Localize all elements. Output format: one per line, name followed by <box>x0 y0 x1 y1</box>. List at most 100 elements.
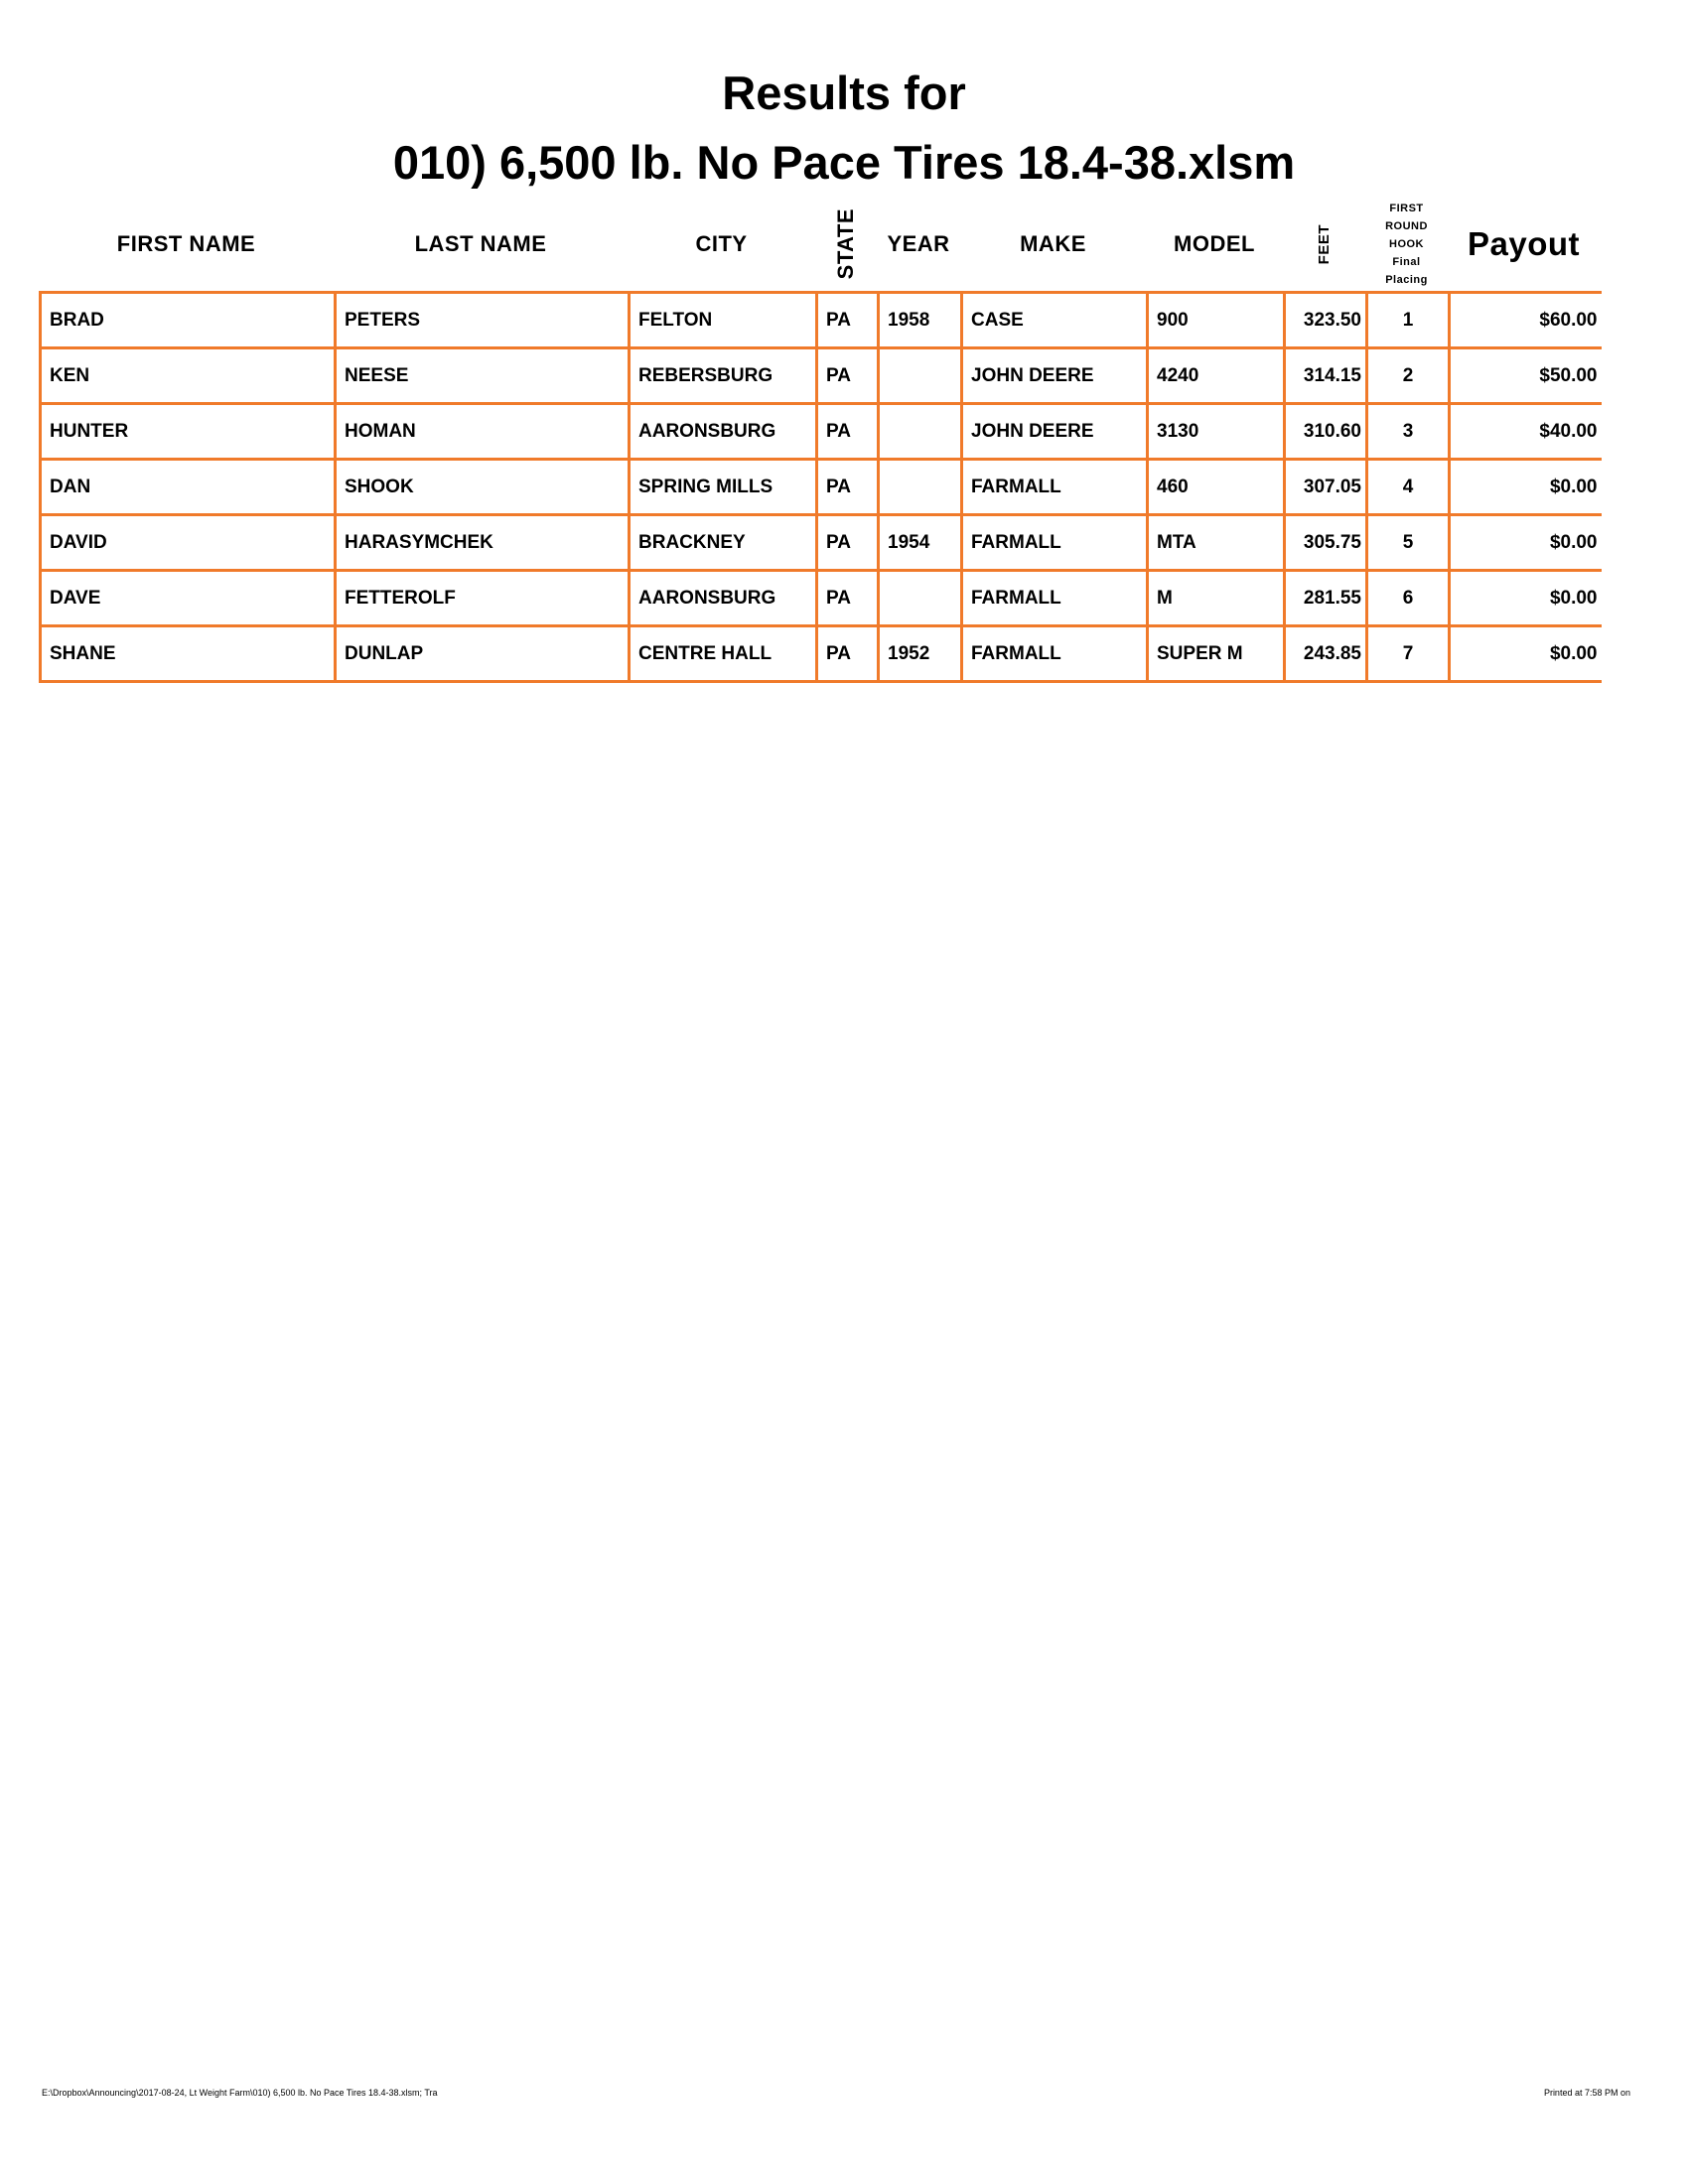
cell-state: PA <box>815 625 880 683</box>
cell-year <box>877 459 963 516</box>
cell-feet: 305.75 <box>1283 514 1368 572</box>
header-feet-text: FEET <box>1316 223 1333 265</box>
header-state-text: STATE <box>833 208 858 280</box>
cell-state: PA <box>815 347 880 405</box>
cell-feet: 243.85 <box>1283 625 1368 683</box>
cell-payout: $0.00 <box>1448 570 1602 627</box>
cell-city: SPRING MILLS <box>628 459 818 516</box>
cell-model: 460 <box>1146 459 1286 516</box>
cell-placing: 7 <box>1365 625 1451 683</box>
cell-city: AARONSBURG <box>628 570 818 627</box>
hook-line: ROUND <box>1385 220 1428 232</box>
table-row: KEN NEESE REBERSBURG PA JOHN DEERE 4240 314.15… <box>39 347 1602 405</box>
cell-last-name: HOMAN <box>334 403 631 461</box>
cell-placing: 3 <box>1365 403 1451 461</box>
cell-placing: 6 <box>1365 570 1451 627</box>
cell-payout: $0.00 <box>1448 514 1602 572</box>
cell-year: 1952 <box>877 625 963 683</box>
cell-feet: 307.05 <box>1283 459 1368 516</box>
cell-model: 3130 <box>1146 403 1286 461</box>
header-state: STATE <box>815 199 877 290</box>
cell-last-name: PETERS <box>334 291 631 349</box>
table-row: SHANE DUNLAP CENTRE HALL PA 1952 FARMALL SUPER… <box>39 625 1602 683</box>
cell-first-name: KEN <box>39 347 337 405</box>
cell-model: 900 <box>1146 291 1286 349</box>
table-row: HUNTER HOMAN AARONSBURG PA JOHN DEERE 3130 310… <box>39 403 1602 461</box>
footer-file-path: E:\Dropbox\Announcing\2017-08-24, Lt Wei… <box>42 2088 438 2098</box>
cell-first-name: DAN <box>39 459 337 516</box>
cell-state: PA <box>815 570 880 627</box>
cell-make: FARMALL <box>960 625 1149 683</box>
hook-line: Placing <box>1385 274 1428 286</box>
cell-city: AARONSBURG <box>628 403 818 461</box>
cell-last-name: FETTEROLF <box>334 570 631 627</box>
cell-payout: $50.00 <box>1448 347 1602 405</box>
cell-state: PA <box>815 514 880 572</box>
header-feet: FEET <box>1283 199 1365 290</box>
cell-make: CASE <box>960 291 1149 349</box>
cell-year <box>877 347 963 405</box>
cell-make: FARMALL <box>960 570 1149 627</box>
cell-year: 1958 <box>877 291 963 349</box>
hook-line: Final <box>1392 256 1421 268</box>
cell-state: PA <box>815 291 880 349</box>
cell-model: 4240 <box>1146 347 1286 405</box>
cell-last-name: DUNLAP <box>334 625 631 683</box>
cell-make: JOHN DEERE <box>960 347 1149 405</box>
header-payout: Payout <box>1467 225 1581 262</box>
cell-year <box>877 570 963 627</box>
cell-first-name: HUNTER <box>39 403 337 461</box>
cell-make: FARMALL <box>960 514 1149 572</box>
cell-make: FARMALL <box>960 459 1149 516</box>
cell-model: M <box>1146 570 1286 627</box>
cell-state: PA <box>815 403 880 461</box>
cell-model: SUPER M <box>1146 625 1286 683</box>
cell-first-name: SHANE <box>39 625 337 683</box>
header-year: YEAR <box>887 231 950 256</box>
cell-state: PA <box>815 459 880 516</box>
cell-feet: 323.50 <box>1283 291 1368 349</box>
cell-placing: 5 <box>1365 514 1451 572</box>
cell-placing: 2 <box>1365 347 1451 405</box>
header-last-name: LAST NAME <box>414 231 547 256</box>
cell-feet: 310.60 <box>1283 403 1368 461</box>
cell-feet: 314.15 <box>1283 347 1368 405</box>
cell-first-name: DAVID <box>39 514 337 572</box>
cell-last-name: HARASYMCHEK <box>334 514 631 572</box>
hook-line: HOOK <box>1389 238 1424 250</box>
cell-placing: 4 <box>1365 459 1451 516</box>
header-hook-placing: FIRST ROUND HOOK Final Placing <box>1365 199 1448 290</box>
cell-first-name: DAVE <box>39 570 337 627</box>
cell-last-name: NEESE <box>334 347 631 405</box>
cell-first-name: BRAD <box>39 291 337 349</box>
cell-city: FELTON <box>628 291 818 349</box>
hook-line: FIRST <box>1389 203 1424 214</box>
cell-make: JOHN DEERE <box>960 403 1149 461</box>
cell-year: 1954 <box>877 514 963 572</box>
table-row: BRAD PETERS FELTON PA 1958 CASE 900 323.50 1 $60.… <box>39 291 1602 349</box>
cell-feet: 281.55 <box>1283 570 1368 627</box>
cell-model: MTA <box>1146 514 1286 572</box>
cell-last-name: SHOOK <box>334 459 631 516</box>
title-line-1: Results for <box>722 67 966 119</box>
cell-payout: $60.00 <box>1448 291 1602 349</box>
cell-city: REBERSBURG <box>628 347 818 405</box>
header-city: CITY <box>695 231 748 256</box>
table-row: DAN SHOOK SPRING MILLS PA FARMALL 460 307.05 4 $… <box>39 459 1602 516</box>
header-make: MAKE <box>1020 231 1086 256</box>
table-row: DAVE FETTEROLF AARONSBURG PA FARMALL M 281.55 6… <box>39 570 1602 627</box>
footer-printed-at: Printed at 7:58 PM on <box>1543 2088 1630 2098</box>
title-line-2: 010) 6,500 lb. No Pace Tires 18.4-38.xls… <box>392 136 1296 189</box>
cell-payout: $0.00 <box>1448 625 1602 683</box>
cell-payout: $40.00 <box>1448 403 1602 461</box>
cell-placing: 1 <box>1365 291 1451 349</box>
cell-city: CENTRE HALL <box>628 625 818 683</box>
cell-payout: $0.00 <box>1448 459 1602 516</box>
cell-year <box>877 403 963 461</box>
header-model: MODEL <box>1174 231 1255 256</box>
table-row: DAVID HARASYMCHEK BRACKNEY PA 1954 FARMALL MTA… <box>39 514 1602 572</box>
cell-city: BRACKNEY <box>628 514 818 572</box>
header-first-name: FIRST NAME <box>116 231 256 256</box>
results-table: BRAD PETERS FELTON PA 1958 CASE 900 323.50 1 $60.… <box>39 291 1602 683</box>
